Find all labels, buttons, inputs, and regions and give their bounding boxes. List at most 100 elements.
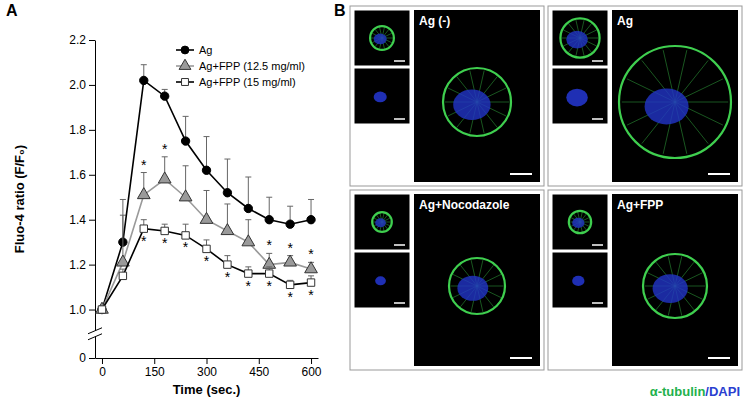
- y-tick: 2.0: [69, 78, 95, 92]
- caption-part: α-tubulin: [650, 384, 706, 399]
- error-bar-cap: [287, 206, 293, 207]
- marker: [224, 261, 231, 268]
- scale-bar: [708, 357, 730, 359]
- main-image: [414, 194, 540, 366]
- marker: [119, 272, 126, 279]
- significance-mark: *: [141, 157, 147, 173]
- tick-mark: [259, 358, 260, 364]
- marker: [202, 166, 210, 174]
- marker: [245, 270, 252, 277]
- scale-bar: [592, 60, 603, 62]
- tick-label: 1.2: [69, 258, 86, 272]
- error-bar-stem: [248, 177, 249, 208]
- figure: A015030045060001.01.21.41.61.82.02.2Time…: [0, 0, 746, 403]
- y-axis: 01.01.21.41.61.82.02.2: [69, 33, 95, 365]
- nucleus: [374, 34, 387, 45]
- legend-label: Ag: [199, 44, 212, 56]
- marker: [305, 262, 318, 273]
- scale-bar: [394, 118, 405, 120]
- tick-mark: [89, 265, 95, 266]
- marker: [266, 270, 273, 277]
- legend-marker: [179, 59, 191, 69]
- y-tick: 1.0: [69, 303, 95, 317]
- marker: [223, 189, 231, 197]
- error-bar: [245, 177, 251, 208]
- tile-frame: [350, 6, 544, 186]
- nucleus: [375, 218, 386, 227]
- scale-bar: [394, 60, 405, 62]
- error-bar-cap: [183, 224, 189, 225]
- error-bar-cap: [162, 89, 168, 90]
- series: [98, 65, 315, 314]
- scale-bar: [510, 357, 532, 359]
- image-tile: Ag+FPP: [548, 190, 742, 370]
- error-bar-cap: [183, 165, 189, 166]
- error-bar-cap: [266, 266, 272, 267]
- legend-label: Ag+FPP (15 mg/ml): [199, 76, 296, 88]
- y-tick: 1.4: [69, 213, 95, 227]
- tick-mark: [311, 358, 312, 364]
- scale-bar: [592, 302, 603, 304]
- inset-image: [354, 68, 410, 124]
- legend-marker: [181, 46, 189, 54]
- tick-label: 450: [249, 365, 269, 379]
- error-bar-cap: [141, 219, 147, 220]
- y-tick: 1.2: [69, 258, 95, 272]
- tick-mark: [89, 220, 95, 221]
- marker: [161, 227, 168, 234]
- marker: [244, 204, 252, 212]
- nucleus: [457, 276, 488, 301]
- error-bar: [204, 137, 210, 171]
- marker: [265, 216, 273, 224]
- significance-mark: *: [287, 289, 293, 305]
- y-tick: 1.6: [69, 168, 95, 182]
- significance-mark: *: [225, 269, 231, 285]
- error-bar-cap: [245, 266, 251, 267]
- marker: [286, 281, 293, 288]
- marker: [182, 232, 189, 239]
- tick-mark: [89, 310, 95, 311]
- panel-letter: A: [6, 2, 18, 19]
- y-axis-title: Fluo-4 ratio (F/F₀): [12, 145, 27, 253]
- marker: [161, 92, 169, 100]
- legend-label: Ag+FPP (12.5 mg/ml): [199, 60, 305, 72]
- scale-bar: [510, 173, 532, 175]
- legend-entry: Ag+FPP (12.5 mg/ml): [176, 59, 305, 72]
- cell-outline: [443, 68, 511, 136]
- nucleus: [374, 92, 387, 103]
- error-bar-cap: [308, 275, 314, 276]
- significance-mark: *: [266, 278, 272, 294]
- significance-mark: *: [141, 233, 147, 249]
- error-bar-cap: [204, 136, 210, 137]
- tile-frame: [350, 190, 544, 370]
- significance-mark: *: [308, 287, 314, 303]
- error-bar-cap: [141, 64, 147, 65]
- image-label: Ag+Nocodazole: [419, 198, 510, 212]
- significance-mark: *: [162, 235, 168, 251]
- error-bar-cap: [224, 159, 230, 160]
- inset-image: [354, 10, 410, 66]
- marker: [158, 172, 171, 183]
- error-bar-stem: [206, 137, 207, 171]
- marker: [200, 212, 213, 223]
- nucleus: [566, 89, 588, 107]
- marker: [203, 245, 210, 252]
- tick-mark: [207, 358, 208, 364]
- error-bar-cap: [204, 190, 210, 191]
- tile-frame: [548, 190, 742, 370]
- inset-image: [552, 68, 608, 124]
- x-axis: 0150300450600: [96, 358, 322, 379]
- tick-label: 1.0: [69, 303, 86, 317]
- scale-bar: [394, 302, 405, 304]
- cell-outline: [619, 46, 731, 158]
- tick-label: 0: [99, 365, 106, 379]
- series-line: [102, 80, 311, 309]
- nucleus: [653, 274, 688, 303]
- nucleus: [453, 89, 490, 120]
- error-bar-cap: [308, 199, 314, 200]
- axis-break-mark: [88, 334, 102, 340]
- error-bar-cap: [245, 177, 251, 178]
- tick-label: 1.8: [69, 123, 86, 137]
- nucleus: [572, 218, 584, 228]
- main-image: [414, 10, 540, 182]
